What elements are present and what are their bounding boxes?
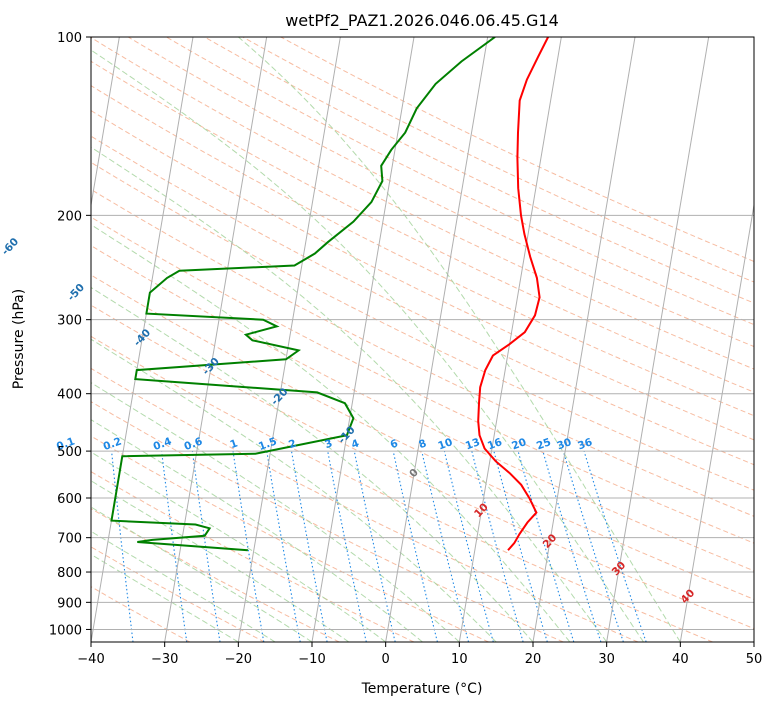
mixing-ratio-line <box>392 450 438 642</box>
dry-adiabat <box>91 335 713 642</box>
x-tick-label: 40 <box>672 652 689 667</box>
dry-adiabat <box>91 60 754 393</box>
temperature-line <box>477 37 549 551</box>
moist-adiabat <box>91 553 239 642</box>
moist-adiabat <box>91 146 608 642</box>
moist-adiabat <box>91 382 460 642</box>
mixing-ratio-label: 0.1 <box>55 435 77 453</box>
isotherm-line <box>91 37 194 642</box>
mixing-ratio-label: 13 <box>464 436 482 452</box>
mixing-ratio-label: 1.5 <box>257 435 279 453</box>
mixing-ratio-label: 0.6 <box>183 435 205 453</box>
x-tick-label: −40 <box>77 652 104 667</box>
y-axis-title: Pressure (hPa) <box>11 289 27 389</box>
dry-adiabat <box>91 304 754 630</box>
y-tick-label: 500 <box>57 445 82 460</box>
mixing-ratio-label: 0.4 <box>152 435 174 453</box>
x-tick-label: 20 <box>525 652 542 667</box>
y-tick-label: 700 <box>57 532 82 547</box>
moist-adiabat <box>91 338 497 642</box>
dry-adiabat <box>91 507 340 642</box>
mixing-ratio-line <box>290 451 328 642</box>
isotherm-line <box>91 37 120 209</box>
moist-adiabat <box>91 286 534 642</box>
dry-adiabat <box>91 401 564 642</box>
moist-adiabat <box>91 419 423 642</box>
mixing-ratio-label: 30 <box>555 436 573 452</box>
moist-adiabat <box>91 49 644 642</box>
mixing-ratio-line <box>191 451 221 642</box>
mixing-ratio-label: 6 <box>389 437 400 451</box>
x-tick-label: 50 <box>746 652 763 667</box>
isotherm-line <box>679 202 754 642</box>
x-tick-label: 10 <box>451 652 468 667</box>
pressure-gridlines <box>91 37 754 630</box>
dry-adiabat <box>91 135 754 466</box>
x-axis-title: Temperature (°C) <box>361 681 483 697</box>
isotherm-line <box>458 37 562 642</box>
x-tick-label: 30 <box>598 652 615 667</box>
y-tick-label: 800 <box>57 566 82 581</box>
dry-adiabat <box>91 435 489 642</box>
mixing-ratio-label: 0.2 <box>102 435 124 453</box>
y-tick-label: 100 <box>57 31 82 46</box>
x-tick-label: 0 <box>382 652 390 667</box>
dry-adiabat <box>91 367 639 642</box>
isotherm-line <box>532 37 636 642</box>
dewpoint-line <box>110 37 496 552</box>
x-tick-label: −20 <box>225 652 252 667</box>
dry-adiabat <box>91 216 754 544</box>
y-tick-label: 900 <box>57 596 82 611</box>
chart-title: wetPf2_PAZ1.2026.046.06.45.G14 <box>285 11 559 31</box>
mixing-ratio-line <box>161 451 188 642</box>
mixing-ratio-line <box>493 450 548 642</box>
isotherm-line <box>606 37 710 642</box>
dry-adiabat <box>91 110 754 441</box>
isotherm-line <box>164 37 268 642</box>
moist-adiabat <box>91 480 350 642</box>
mixing-ratio-line <box>471 450 524 642</box>
x-tick-label: −30 <box>151 652 178 667</box>
y-tick-label: 300 <box>57 314 82 329</box>
y-tick-label: 400 <box>57 388 82 403</box>
axis-ticks: −40 −30 −20 −10 0 10 20 30 40 5010020030040050060… <box>49 31 762 667</box>
mixing-ratio-label: 3 <box>323 437 334 451</box>
moist-adiabat <box>91 224 571 642</box>
dry-adiabat <box>91 274 754 600</box>
x-tick-label: −10 <box>298 652 325 667</box>
y-tick-label: 600 <box>57 492 82 507</box>
y-tick-label: 1000 <box>49 623 82 638</box>
moist-adiabat <box>91 451 386 642</box>
dry-adiabat <box>91 85 754 417</box>
y-tick-label: 200 <box>57 209 82 224</box>
isotherm-line <box>385 37 489 642</box>
mixing-ratio-label: 1 <box>228 437 239 451</box>
mixing-ratio-label: 16 <box>486 436 504 452</box>
moist-adiabat <box>238 37 681 642</box>
mixing-ratio-label: 2 <box>287 437 298 451</box>
mixing-ratio-line <box>421 450 470 642</box>
mixing-ratio-label: 4 <box>350 437 361 451</box>
mixing-ratio-label: 8 <box>417 437 428 451</box>
mixing-ratio-label: 25 <box>535 436 553 452</box>
isotherm-line <box>311 37 415 642</box>
mixing-ratio-line <box>542 450 602 642</box>
mixing-ratio-line <box>517 450 575 642</box>
plot-frame <box>90 36 755 643</box>
isotherm-line <box>237 37 341 642</box>
mixing-ratio-label: 36 <box>576 436 594 452</box>
dry-adiabat <box>242 37 754 283</box>
mixing-ratio-line <box>562 450 624 642</box>
profile-series <box>110 37 549 552</box>
mixing-ratio-label: 20 <box>510 436 528 452</box>
dry-adiabat <box>91 546 265 642</box>
mixing-ratio-label: 10 <box>436 436 454 452</box>
mixing-ratio-line <box>327 450 367 642</box>
mixing-ratio-line <box>583 450 647 642</box>
dry-adiabat <box>91 161 754 491</box>
